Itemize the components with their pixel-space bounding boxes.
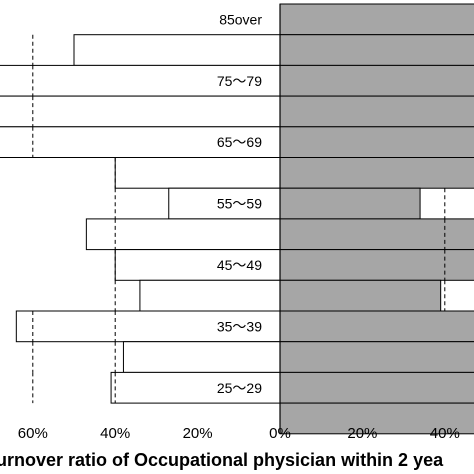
reference-lines <box>32 4 446 434</box>
category-label: 25～29 <box>217 380 262 396</box>
category-label: 85over <box>219 11 262 27</box>
left-bar <box>139 279 281 312</box>
left-bar <box>110 371 281 404</box>
x-tick-label: 0% <box>269 425 291 442</box>
category-label: 75～79 <box>217 73 262 89</box>
right-bar <box>279 341 474 373</box>
x-axis-title: urnover ratio of Occupational physician … <box>0 450 444 470</box>
x-tick-label: 20% <box>347 425 377 442</box>
right-bar <box>279 218 474 251</box>
category-label: 65～69 <box>217 134 262 150</box>
category-label: 45～49 <box>217 257 262 273</box>
x-tick-label: 60% <box>18 425 48 442</box>
category-labels: 85over 75～79 65～69 55～59 45～49 35～39 25～29 <box>217 11 262 395</box>
right-bar <box>279 126 474 159</box>
right-bar <box>279 64 474 97</box>
x-tick-label: 40% <box>100 425 130 442</box>
right-bar <box>279 3 474 36</box>
right-bar <box>279 371 474 404</box>
right-bar <box>279 157 474 189</box>
right-bar <box>279 279 442 312</box>
right-bar <box>279 34 474 66</box>
left-bar <box>73 34 281 66</box>
x-tick-label: 40% <box>430 425 460 442</box>
left-bar <box>122 341 281 373</box>
category-label: 55～59 <box>217 196 262 212</box>
left-bar <box>0 95 281 128</box>
left-bar <box>0 126 281 159</box>
x-tick-label: 20% <box>183 425 213 442</box>
left-bar <box>168 187 281 220</box>
left-bar <box>114 157 281 189</box>
bar-group <box>0 3 474 435</box>
left-bar <box>15 310 281 343</box>
left-bar <box>0 64 281 97</box>
right-bar <box>279 402 474 435</box>
x-axis-ticks: 60% 40% 20% 0% 20% 40% <box>18 425 460 442</box>
category-label: 35～39 <box>217 318 262 334</box>
right-bar <box>279 310 474 343</box>
right-bar <box>279 95 474 128</box>
right-bar <box>279 187 421 220</box>
